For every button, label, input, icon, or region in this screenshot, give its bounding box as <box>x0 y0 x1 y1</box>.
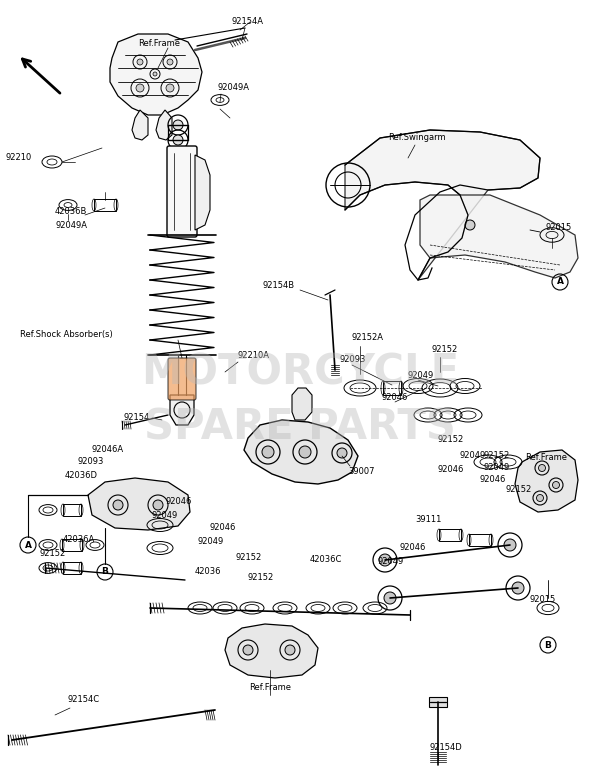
Text: 42036A: 42036A <box>63 536 95 545</box>
Bar <box>63 562 81 574</box>
Text: 92154A: 92154A <box>232 18 264 26</box>
Circle shape <box>173 120 183 130</box>
Text: 92049: 92049 <box>198 538 224 546</box>
Circle shape <box>136 84 144 92</box>
Text: 92152: 92152 <box>432 346 458 354</box>
Text: Ref.Swingarm: Ref.Swingarm <box>388 133 446 143</box>
Text: Ref.Shock Absorber(s): Ref.Shock Absorber(s) <box>20 330 113 339</box>
Text: 92046: 92046 <box>480 476 506 484</box>
Bar <box>469 534 491 546</box>
Circle shape <box>262 446 274 458</box>
Circle shape <box>285 645 295 655</box>
Text: 42036D: 42036D <box>65 470 98 480</box>
Text: 92046: 92046 <box>210 523 236 532</box>
Polygon shape <box>345 130 540 280</box>
Polygon shape <box>88 478 190 530</box>
Circle shape <box>384 592 396 604</box>
Text: MOTORCYCLE
SPARE PARTS: MOTORCYCLE SPARE PARTS <box>141 351 459 449</box>
Polygon shape <box>292 388 312 420</box>
Text: 42036: 42036 <box>195 567 221 577</box>
Text: 92049A: 92049A <box>218 84 250 92</box>
Text: B: B <box>101 567 109 577</box>
Circle shape <box>465 220 475 230</box>
Text: Ref.Frame: Ref.Frame <box>249 684 291 693</box>
Text: 92015: 92015 <box>530 595 556 604</box>
Circle shape <box>137 59 143 65</box>
Bar <box>62 539 82 551</box>
Circle shape <box>512 582 524 594</box>
Text: 39007: 39007 <box>348 467 374 477</box>
Circle shape <box>539 464 545 471</box>
Circle shape <box>299 446 311 458</box>
Circle shape <box>337 448 347 458</box>
Bar <box>383 381 401 395</box>
Polygon shape <box>170 395 194 425</box>
Text: A: A <box>557 277 563 287</box>
Text: Ref.Frame: Ref.Frame <box>138 40 180 49</box>
Text: 92154B: 92154B <box>263 281 295 290</box>
Polygon shape <box>132 110 148 140</box>
Circle shape <box>504 539 516 551</box>
Bar <box>439 529 461 541</box>
Text: 92152: 92152 <box>235 553 261 563</box>
Text: 92049: 92049 <box>152 511 178 519</box>
Text: 92046: 92046 <box>438 466 464 474</box>
Polygon shape <box>195 155 210 230</box>
Text: B: B <box>545 640 551 649</box>
Bar <box>63 504 81 516</box>
Polygon shape <box>225 624 318 678</box>
Text: 92152: 92152 <box>438 436 464 445</box>
Circle shape <box>167 59 173 65</box>
Text: 92015: 92015 <box>545 223 571 232</box>
Bar <box>94 199 116 211</box>
Text: 92046: 92046 <box>400 543 427 553</box>
Text: 42036C: 42036C <box>310 556 343 564</box>
Text: 92049: 92049 <box>408 370 434 380</box>
Text: 92046: 92046 <box>382 394 409 402</box>
Text: 92049: 92049 <box>378 557 404 567</box>
FancyBboxPatch shape <box>167 146 197 237</box>
Circle shape <box>173 135 183 145</box>
Text: Ref.Frame: Ref.Frame <box>525 453 567 463</box>
Polygon shape <box>515 450 578 512</box>
Text: 92152: 92152 <box>248 574 274 583</box>
Text: 92093: 92093 <box>340 356 367 364</box>
Circle shape <box>553 481 560 488</box>
Text: 92152: 92152 <box>40 549 66 559</box>
Text: 92154: 92154 <box>124 414 150 422</box>
Circle shape <box>166 84 174 92</box>
Text: 92210A: 92210A <box>238 352 270 360</box>
Polygon shape <box>244 420 358 484</box>
Polygon shape <box>420 195 578 278</box>
Text: 92152: 92152 <box>505 485 531 494</box>
Text: 92049: 92049 <box>460 450 486 460</box>
FancyBboxPatch shape <box>429 697 447 707</box>
Text: 92093: 92093 <box>78 457 104 467</box>
Circle shape <box>379 554 391 566</box>
Polygon shape <box>156 110 172 140</box>
Circle shape <box>243 645 253 655</box>
Text: 92049A: 92049A <box>55 221 87 229</box>
Text: 92210: 92210 <box>5 153 31 163</box>
Text: 92049: 92049 <box>483 463 509 473</box>
Polygon shape <box>110 34 202 115</box>
Text: 92152A: 92152A <box>352 333 384 343</box>
Circle shape <box>113 500 123 510</box>
Circle shape <box>153 72 157 76</box>
Text: 92154D: 92154D <box>430 743 463 753</box>
Text: 92154C: 92154C <box>68 695 100 704</box>
Text: A: A <box>25 540 32 549</box>
Text: 92046A: 92046A <box>92 446 124 454</box>
Text: 42036B: 42036B <box>55 208 88 216</box>
Circle shape <box>536 494 544 501</box>
Text: 39111: 39111 <box>415 515 442 525</box>
Text: 92046: 92046 <box>165 498 191 507</box>
Text: 92152: 92152 <box>484 450 510 460</box>
FancyBboxPatch shape <box>168 358 196 400</box>
Circle shape <box>153 500 163 510</box>
